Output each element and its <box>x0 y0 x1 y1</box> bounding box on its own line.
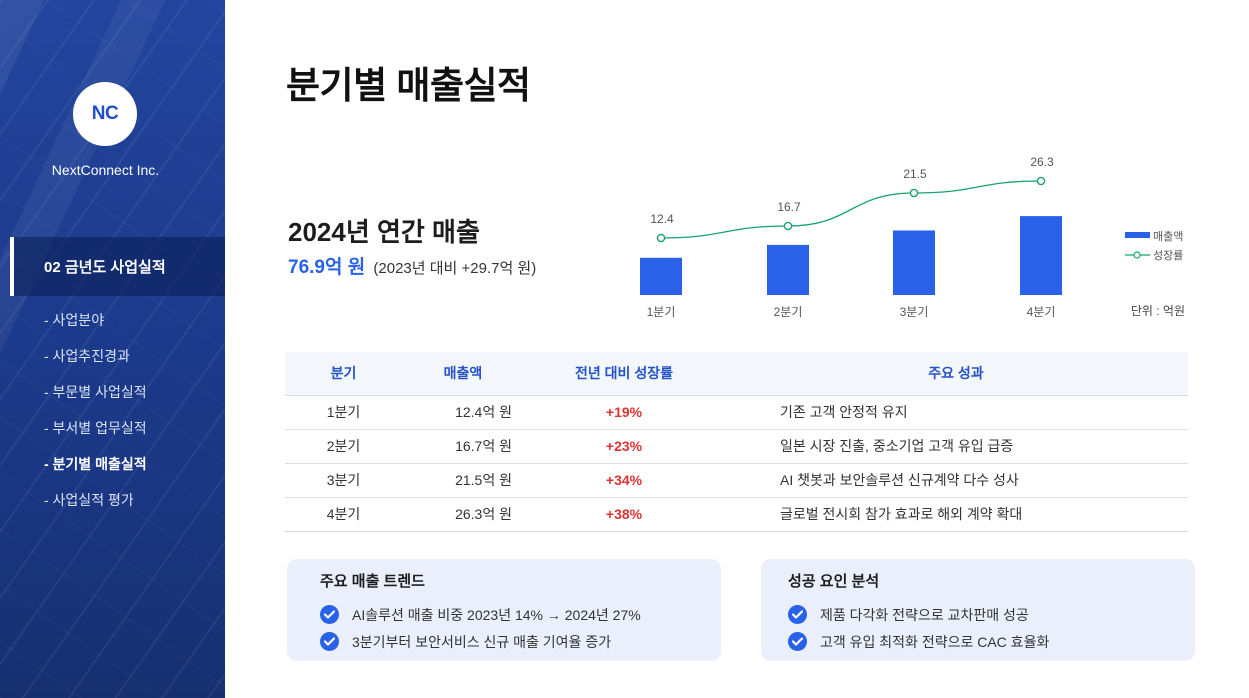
card-item: AI솔루션 매출 비중 2023년 14% → 2024년 27% <box>320 601 721 628</box>
legend-line-marker <box>1133 251 1141 259</box>
bar-3 <box>893 230 935 295</box>
x-tick-label: 3분기 <box>900 305 929 319</box>
cell-revenue: 21.5억 원 <box>402 463 524 498</box>
growth-point-1 <box>656 233 666 243</box>
annual-compare: (2023년 대비 +29.7억 원) <box>373 260 537 277</box>
sidebar-nav: - 사업분야 - 사업추진경과 - 부문별 사업실적 - 부서별 업무실적 - … <box>44 310 147 526</box>
table-row: 3분기 21.5억 원 +34% AI 챗봇과 보안솔루션 신규계약 다수 성사 <box>285 463 1188 498</box>
table-header-row: 분기 매출액 전년 대비 성장률 주요 성과 <box>285 352 1188 396</box>
value-label: 21.5 <box>903 167 927 181</box>
cell-growth: +34% <box>524 463 724 498</box>
growth-line <box>660 180 1042 239</box>
check-icon <box>788 632 807 651</box>
cell-revenue: 16.7억 원 <box>402 429 524 464</box>
cell-quarter: 2분기 <box>285 429 402 464</box>
section-current[interactable]: 02 금년도 사업실적 <box>10 237 225 296</box>
cell-achievement: AI 챗봇과 보안솔루션 신규계약 다수 성사 <box>724 463 1188 498</box>
sidebar-item-business-areas[interactable]: - 사업분야 <box>44 312 105 328</box>
growth-point-2 <box>783 221 793 231</box>
header-quarter: 분기 <box>285 352 402 396</box>
cell-growth: +23% <box>524 429 724 464</box>
success-card: 성공 요인 분석 제품 다각화 전략으로 교차판매 성공 고객 유입 최적화 전… <box>761 559 1195 661</box>
unit-label: 단위 : 억원 <box>1131 304 1185 318</box>
x-tick-label: 2분기 <box>774 305 803 319</box>
quarterly-table: 분기 매출액 전년 대비 성장률 주요 성과 1분기 12.4억 원 +19% … <box>285 352 1188 532</box>
legend-bar-swatch <box>1125 232 1150 238</box>
card-item-text: 제품 다각화 전략으로 교차판매 성공 <box>820 606 1029 623</box>
bar-1 <box>640 257 682 295</box>
cell-quarter: 3분기 <box>285 463 402 498</box>
card-title: 성공 요인 분석 <box>788 573 880 590</box>
x-tick-label: 4분기 <box>1027 305 1056 319</box>
company-logo: NC <box>73 82 137 146</box>
bar-4 <box>1020 216 1062 295</box>
check-icon <box>320 632 339 651</box>
table-row: 1분기 12.4억 원 +19% 기존 고객 안정적 유지 <box>285 395 1188 430</box>
sidebar-item-division-results[interactable]: - 부문별 사업실적 <box>44 384 147 400</box>
sidebar-item-progress[interactable]: - 사업추진경과 <box>44 348 130 364</box>
check-icon <box>320 605 339 624</box>
card-item-text: AI솔루션 매출 비중 2023년 14% → 2024년 27% <box>352 606 641 623</box>
legend-bar-label: 매출액 <box>1153 230 1183 243</box>
bar-2 <box>767 244 809 295</box>
sidebar: NC NextConnect Inc. 02 금년도 사업실적 - 사업분야 -… <box>0 0 225 698</box>
header-revenue: 매출액 <box>402 352 524 396</box>
cell-revenue: 12.4억 원 <box>402 395 524 430</box>
cell-achievement: 글로벌 전시회 참가 효과로 해외 계약 확대 <box>724 497 1188 532</box>
sidebar-item-quarterly-sales[interactable]: - 분기별 매출실적 <box>44 456 147 472</box>
card-title: 주요 매출 트렌드 <box>320 573 425 590</box>
cell-revenue: 26.3억 원 <box>402 497 524 532</box>
value-label: 12.4 <box>650 212 674 226</box>
cell-growth: +19% <box>524 395 724 430</box>
card-item-text: 3분기부터 보안서비스 신규 매출 기여율 증가 <box>352 633 612 650</box>
trend-card: 주요 매출 트렌드 AI솔루션 매출 비중 2023년 14% → 2024년 … <box>287 559 721 661</box>
cell-growth: +38% <box>524 497 724 532</box>
annual-value: 76.9억 원 <box>288 257 366 278</box>
company-name: NextConnect Inc. <box>51 162 160 178</box>
card-item: 제품 다각화 전략으로 교차판매 성공 <box>788 601 1195 628</box>
x-tick-label: 1분기 <box>647 305 676 319</box>
annual-title: 2024년 연간 매출 <box>288 217 480 247</box>
main-content: 분기별 매출실적 2024년 연간 매출 76.9억 원 (2023년 대비 +… <box>225 0 1249 698</box>
sidebar-item-evaluation[interactable]: - 사업실적 평가 <box>44 492 134 508</box>
card-item: 3분기부터 보안서비스 신규 매출 기여율 증가 <box>320 628 721 655</box>
cell-achievement: 일본 시장 진출, 중소기업 고객 유입 급증 <box>724 429 1188 464</box>
header-growth: 전년 대비 성장률 <box>524 352 724 396</box>
card-item: 고객 유입 최적화 전략으로 CAC 효율화 <box>788 628 1195 655</box>
page-title: 분기별 매출실적 <box>286 65 531 106</box>
cell-achievement: 기존 고객 안정적 유지 <box>724 395 1188 430</box>
cell-quarter: 1분기 <box>285 395 402 430</box>
growth-point-4 <box>1036 176 1046 186</box>
legend-line-label: 성장률 <box>1153 249 1183 262</box>
annual-summary: 76.9억 원 (2023년 대비 +29.7억 원) <box>288 252 536 279</box>
cell-quarter: 4분기 <box>285 497 402 532</box>
value-label: 26.3 <box>1030 155 1054 169</box>
value-label: 16.7 <box>777 200 801 214</box>
card-item-text: 고객 유입 최적화 전략으로 CAC 효율화 <box>820 633 1050 650</box>
table-row: 2분기 16.7억 원 +23% 일본 시장 진출, 중소기업 고객 유입 급증 <box>285 429 1188 464</box>
header-achievement: 주요 성과 <box>724 352 1188 396</box>
growth-point-3 <box>909 188 919 198</box>
sidebar-item-department-results[interactable]: - 부서별 업무실적 <box>44 420 147 436</box>
table-row: 4분기 26.3억 원 +38% 글로벌 전시회 참가 효과로 해외 계약 확대 <box>285 497 1188 532</box>
check-icon <box>788 605 807 624</box>
